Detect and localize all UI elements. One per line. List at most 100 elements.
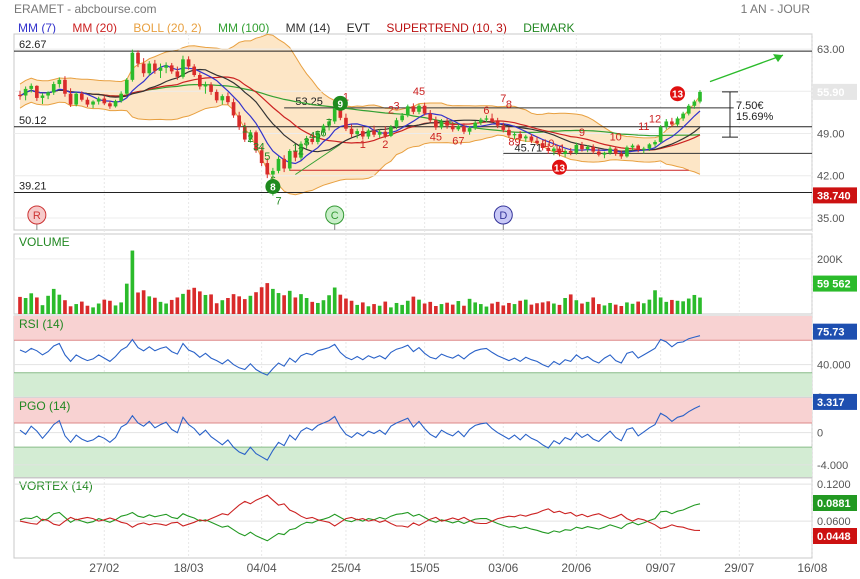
demark-count: 4: [259, 141, 265, 153]
rsi-line: [19, 335, 701, 376]
pgo-chart-title: PGO (14): [19, 399, 70, 413]
volume-bar: [641, 303, 646, 314]
candle-body: [546, 147, 551, 151]
bollinger-band-fill: [20, 34, 700, 195]
candle-body: [130, 52, 135, 80]
pgo-last-badge: 3.317: [817, 397, 845, 409]
volume-bar: [625, 302, 629, 314]
pgo-chart-oversold-zone: [14, 447, 812, 477]
candle-body: [563, 150, 567, 155]
candle-body: [79, 93, 84, 100]
candle-body: [377, 131, 382, 135]
rsi-last-badge: 75.73: [817, 327, 845, 339]
candle-body: [203, 84, 208, 87]
demark-count: 7: [275, 196, 281, 208]
volume-bar: [372, 304, 376, 314]
period-label[interactable]: 1 AN - JOUR: [740, 2, 810, 16]
volume-bar: [203, 294, 208, 314]
candle-body: [338, 108, 343, 118]
last-price-badge: 55.90: [817, 87, 845, 99]
vortex-plus-badge-bg: [813, 495, 857, 511]
candle-body: [226, 96, 230, 103]
legend-mm7[interactable]: MM (7): [18, 21, 56, 35]
demark-count: 1: [292, 143, 298, 155]
legend-boll[interactable]: BOLL (20, 2): [133, 21, 202, 35]
rsi-chart-title: RSI (14): [19, 317, 64, 331]
candle-body: [540, 143, 545, 148]
legend-evt[interactable]: EVT: [346, 21, 371, 35]
candle-body: [18, 94, 22, 97]
candle-body: [293, 150, 298, 158]
candle-body: [310, 138, 315, 142]
event-marker: [493, 205, 513, 225]
volume-bar: [316, 302, 320, 314]
demark-count: 6: [320, 128, 326, 140]
volume-bar: [501, 305, 506, 314]
candle-body: [147, 63, 152, 74]
candle-body: [591, 146, 596, 152]
candle-body: [181, 59, 185, 77]
demark-count: 11: [554, 143, 565, 155]
demark-count: 9: [579, 127, 585, 139]
candle-body: [355, 131, 360, 135]
volume-bar: [439, 304, 444, 314]
volume-bar: [46, 295, 50, 314]
rsi-chart-overbought-zone: [14, 316, 812, 341]
candle-body: [23, 88, 28, 96]
legend-demark[interactable]: DEMARK: [523, 21, 575, 35]
volume-bar: [332, 287, 337, 314]
candle-body: [74, 93, 79, 105]
volume-bar: [192, 287, 197, 314]
price-tick-label: 42.00: [817, 171, 845, 183]
demark-count: 3: [253, 141, 259, 153]
volume-bar: [540, 302, 545, 314]
volume-bar: [79, 301, 84, 314]
last-price-badge-bg: [813, 83, 857, 100]
volume-bar: [18, 296, 22, 314]
demark-count: 12: [649, 114, 661, 126]
volume-bar: [136, 292, 140, 314]
volume-bar: [153, 297, 157, 314]
volume-bar: [29, 293, 34, 314]
candle-body: [231, 102, 236, 116]
demark-badge-label: 13: [672, 90, 684, 101]
legend-mm100[interactable]: MM (100): [217, 21, 270, 35]
volume-bar: [304, 298, 309, 314]
legend-supertrend[interactable]: SUPERTREND (10, 3): [386, 21, 507, 35]
legend-mm20[interactable]: MM (20): [72, 21, 118, 35]
candle-body: [580, 144, 584, 150]
volume-bar: [242, 299, 247, 314]
target-projection: 7.50€15.69%: [709, 54, 784, 138]
candle-body: [136, 52, 140, 64]
volume-bar: [40, 305, 45, 314]
volume-bar: [686, 298, 691, 314]
volume-bar: [57, 294, 62, 314]
candle-body: [316, 132, 320, 142]
candle-body: [675, 118, 680, 125]
candle-body: [636, 145, 640, 150]
demark-count: 10: [542, 138, 554, 150]
demark-badge-label: 8: [270, 183, 276, 194]
candle-body: [462, 126, 466, 132]
volume-chart: VOLUME 200K 59 562: [14, 235, 857, 314]
low-marker-badge: 38.740: [817, 190, 851, 202]
legend-mm14[interactable]: MM (14): [285, 21, 331, 35]
volume-bar: [147, 296, 152, 314]
candle-body: [141, 63, 146, 74]
demark-badge-label: 9: [338, 99, 344, 110]
candle-body: [198, 75, 202, 87]
candle-body: [698, 91, 702, 102]
price-tick-label: 49.00: [817, 129, 845, 141]
volume-bar: [271, 288, 275, 314]
x-tick-label: 20/06: [561, 561, 591, 575]
candle-body: [467, 128, 472, 132]
volume-bar: [113, 305, 118, 314]
candle-body: [209, 84, 213, 92]
candle-body: [405, 106, 410, 116]
demark-count: 6: [483, 105, 489, 117]
level-label: 62.67: [19, 39, 47, 51]
volume-bar: [636, 301, 640, 314]
